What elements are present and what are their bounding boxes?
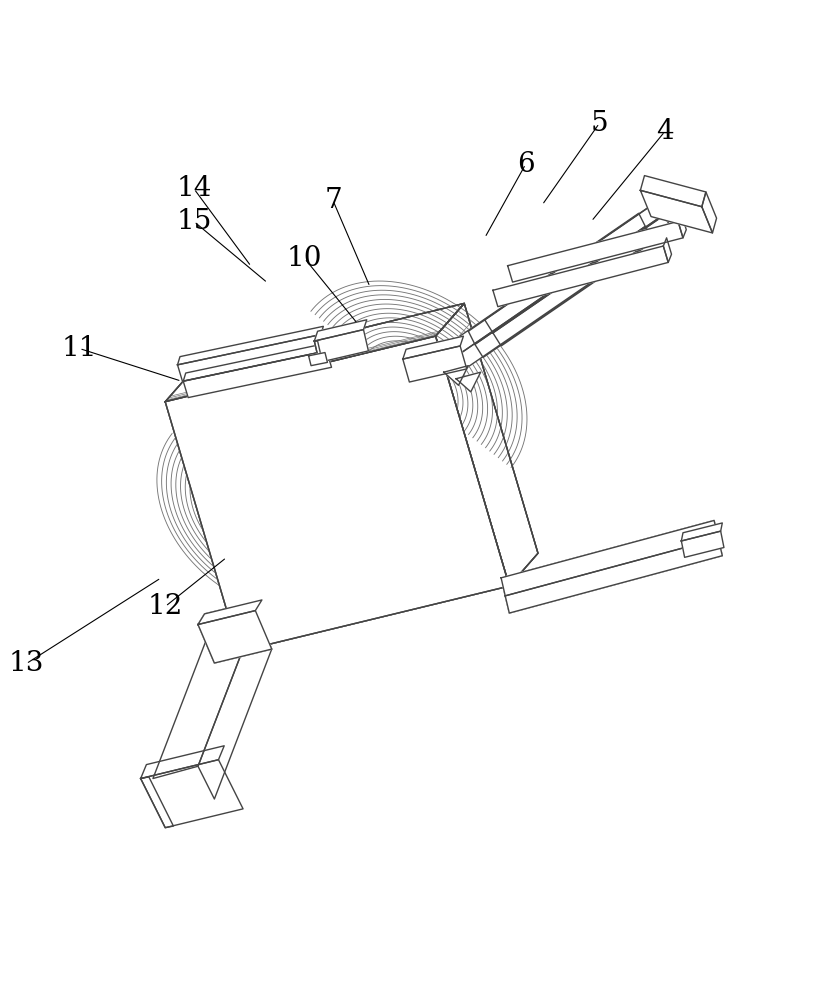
Polygon shape — [663, 238, 672, 262]
Polygon shape — [436, 303, 538, 586]
Polygon shape — [183, 351, 331, 398]
Polygon shape — [501, 520, 718, 596]
Text: 14: 14 — [176, 175, 211, 202]
Polygon shape — [314, 341, 322, 362]
Text: 11: 11 — [62, 335, 97, 362]
Polygon shape — [165, 336, 510, 652]
Polygon shape — [508, 221, 683, 282]
Polygon shape — [198, 611, 272, 663]
Polygon shape — [506, 539, 723, 613]
Polygon shape — [165, 336, 510, 652]
Polygon shape — [198, 600, 262, 625]
Polygon shape — [314, 330, 368, 362]
Polygon shape — [178, 326, 323, 365]
Polygon shape — [183, 343, 329, 381]
Polygon shape — [403, 346, 467, 382]
Polygon shape — [475, 215, 672, 357]
Polygon shape — [153, 617, 256, 779]
Polygon shape — [640, 190, 713, 233]
Polygon shape — [485, 190, 681, 333]
Polygon shape — [469, 202, 663, 344]
Polygon shape — [198, 611, 272, 663]
Text: 4: 4 — [656, 118, 674, 145]
Polygon shape — [493, 203, 690, 346]
Polygon shape — [198, 617, 272, 799]
Polygon shape — [141, 760, 243, 828]
Polygon shape — [450, 213, 645, 356]
Polygon shape — [444, 366, 469, 385]
Polygon shape — [681, 531, 724, 557]
Polygon shape — [456, 372, 481, 392]
Polygon shape — [678, 213, 686, 238]
Polygon shape — [506, 539, 723, 613]
Polygon shape — [702, 192, 717, 233]
Text: 12: 12 — [147, 593, 183, 620]
Polygon shape — [457, 226, 653, 369]
Polygon shape — [681, 523, 723, 541]
Polygon shape — [314, 320, 367, 341]
Text: 6: 6 — [517, 151, 534, 178]
Polygon shape — [308, 353, 327, 366]
Polygon shape — [165, 303, 464, 402]
Text: 5: 5 — [591, 110, 608, 137]
Polygon shape — [403, 336, 464, 359]
Text: 15: 15 — [176, 208, 211, 235]
Text: 10: 10 — [287, 245, 322, 272]
Text: 13: 13 — [8, 650, 44, 677]
Polygon shape — [501, 520, 718, 596]
Text: 7: 7 — [325, 187, 342, 214]
Polygon shape — [141, 746, 224, 779]
Polygon shape — [640, 176, 706, 207]
Polygon shape — [493, 246, 668, 307]
Polygon shape — [141, 777, 173, 828]
Polygon shape — [198, 600, 262, 625]
Polygon shape — [178, 335, 326, 381]
